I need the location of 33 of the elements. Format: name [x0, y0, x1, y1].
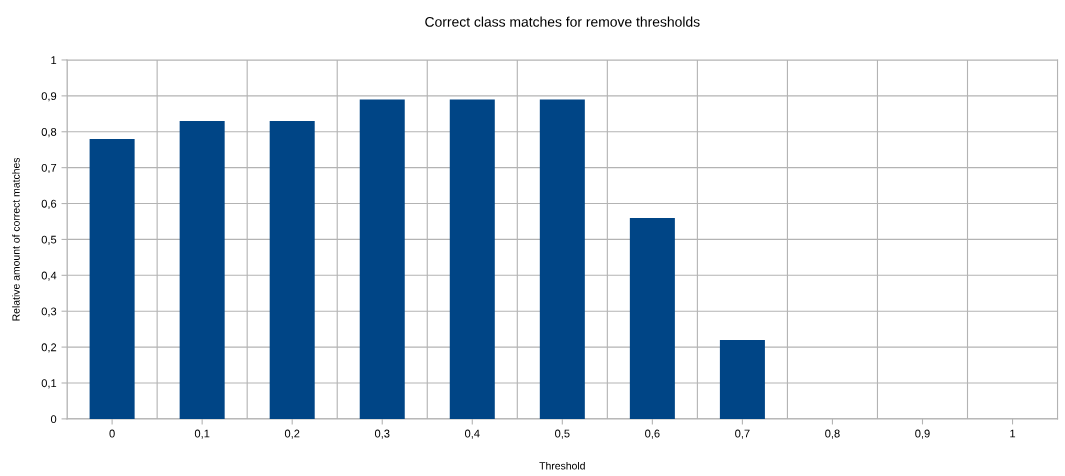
x-tick-label: 0	[109, 429, 115, 438]
x-tick-label: 0,3	[374, 429, 390, 439]
x-tick-label: 0,6	[645, 429, 660, 439]
bar	[539, 99, 585, 419]
y-tick-label: 0,7	[41, 163, 57, 174]
y-tick-label: 0,5	[41, 235, 57, 245]
bar	[269, 120, 315, 419]
x-tick-label: 0,2	[284, 429, 300, 439]
x-axis-title: Threshold	[539, 461, 585, 470]
bar	[89, 138, 135, 419]
y-tick-label: 0	[50, 415, 57, 424]
y-tick-label: 0,1	[41, 379, 57, 389]
x-tick-label: 0,7	[735, 429, 750, 439]
x-tick-label: 0,5	[555, 429, 570, 439]
x-tick-label: 0,1	[194, 429, 210, 439]
bar	[449, 99, 495, 419]
bar	[629, 217, 675, 419]
x-tick-label: 0,8	[825, 429, 840, 439]
y-tick-label: 0,8	[41, 128, 57, 138]
y-axis-title: Relative amount of correct matches	[12, 157, 20, 321]
y-tick-label: 0,3	[41, 307, 57, 317]
bar	[359, 99, 405, 419]
x-tick-label: 0,4	[464, 429, 480, 439]
y-tick-label: 0,2	[41, 343, 57, 353]
y-tick-label: 0,9	[41, 92, 57, 102]
x-tick-label: 0,9	[915, 429, 930, 439]
bar	[179, 120, 225, 419]
y-tick-label: 1	[51, 56, 57, 64]
y-tick-label: 0,4	[41, 271, 57, 281]
chart-title: Correct class matches for remove thresholds	[425, 16, 700, 27]
y-tick-label: 0,6	[41, 199, 57, 209]
x-tick-label: 1	[1010, 429, 1016, 438]
bar	[719, 339, 765, 419]
